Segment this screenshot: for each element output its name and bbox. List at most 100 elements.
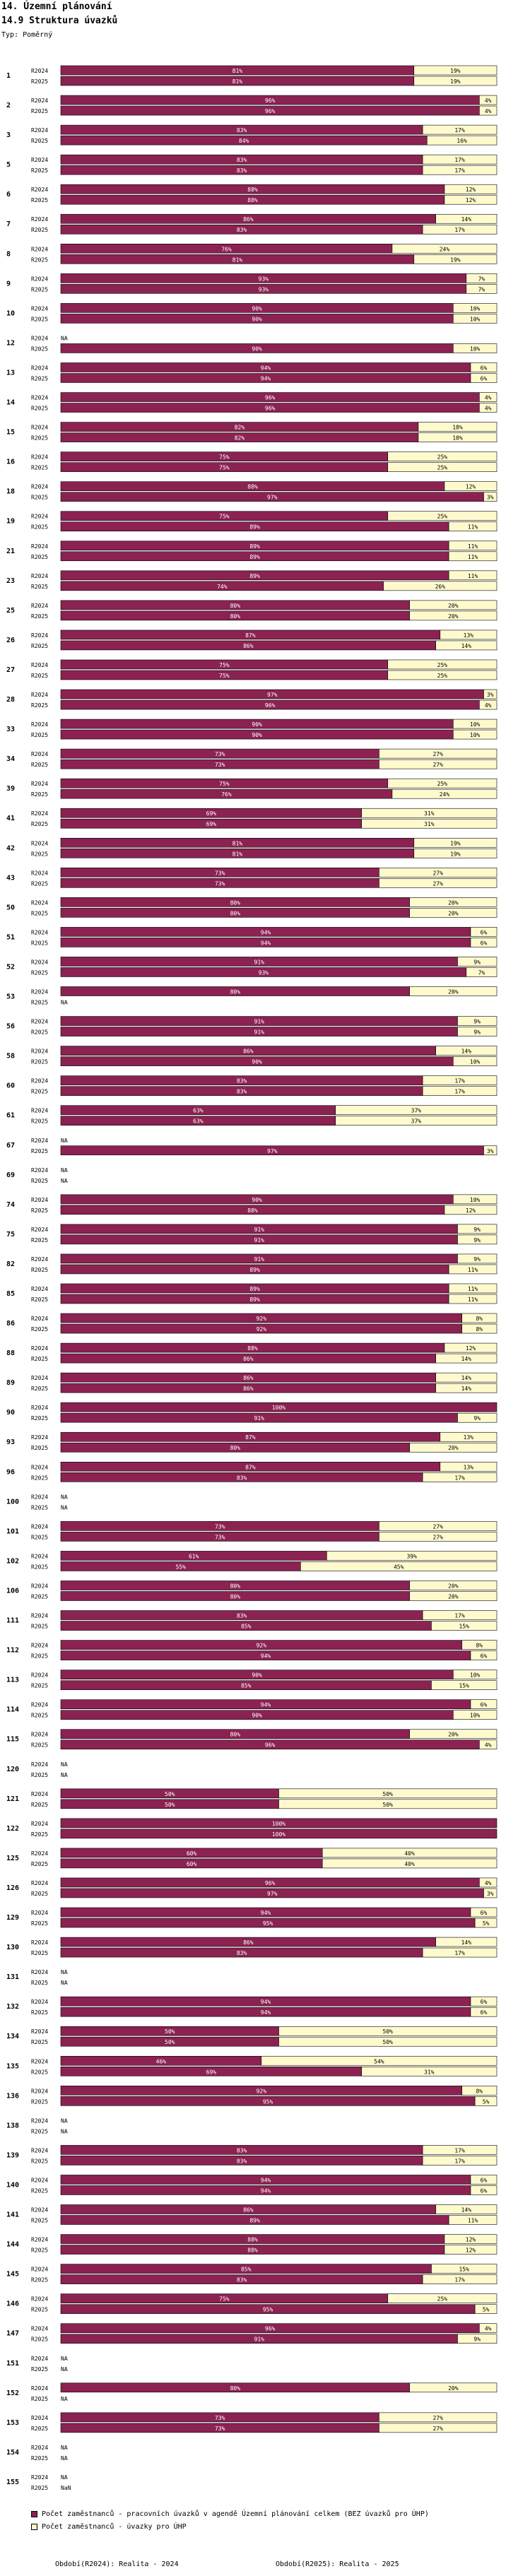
row-label: R2025	[31, 1089, 48, 1095]
row-label: R2025	[31, 1534, 48, 1540]
bar-segment-series2	[452, 1670, 497, 1679]
bar-segment-series2	[474, 1918, 497, 1928]
row-label: R2024	[31, 2385, 48, 2392]
bar-segment-series2	[470, 1996, 497, 2007]
data-label-series1: 88%	[247, 187, 258, 193]
data-label-series2: 3%	[487, 1891, 494, 1897]
bar-segment-series2	[387, 462, 497, 472]
row-label: R2024	[31, 1583, 48, 1589]
bar-segment-series2	[383, 581, 497, 591]
data-label-series2: 19%	[450, 851, 461, 857]
page-title: 14. Územní plánování	[1, 1, 112, 12]
row-label: R2025	[31, 554, 48, 560]
data-label-series2: 3%	[487, 692, 494, 698]
group-label: 61	[6, 1112, 15, 1120]
data-label-series1: 83%	[237, 1475, 247, 1481]
data-label-series1: 82%	[235, 435, 245, 442]
group-label: 26	[6, 637, 15, 644]
data-label-series1: 94%	[261, 2009, 271, 2016]
data-label-series1: 94%	[261, 1702, 271, 1708]
bar-segment-series2	[413, 76, 497, 86]
data-label-series1: 83%	[237, 2158, 247, 2164]
row-label: R2024	[31, 484, 48, 490]
row-label: R2024	[31, 2147, 48, 2153]
group-label: 42	[6, 844, 15, 852]
data-label-series2: 4%	[485, 702, 492, 709]
data-label-series1: 85%	[241, 2267, 252, 2273]
row-label: R2024	[31, 929, 48, 935]
data-label-series2: 17%	[454, 2147, 465, 2153]
group-label: 52	[6, 963, 15, 971]
bar-segment-series2	[444, 194, 497, 205]
bar-segment-series2	[379, 868, 497, 878]
bar-segment-series2	[426, 135, 497, 146]
na-label: NA	[61, 2356, 68, 2362]
data-label-series1: 91%	[254, 1029, 265, 1036]
data-label-series2: 12%	[466, 197, 476, 203]
data-label-series2: 10%	[470, 1059, 481, 1065]
row-label: R2025	[31, 1207, 48, 1214]
data-label-series2: 8%	[476, 1643, 483, 1649]
data-label-series2: 14%	[461, 216, 472, 223]
bar-segment-series2	[483, 1888, 497, 1898]
data-label-series2: 4%	[485, 406, 492, 412]
row-label: R2024	[31, 2326, 48, 2332]
data-label-series2: 10%	[470, 1713, 481, 1719]
row-label: R2025	[31, 673, 48, 679]
data-label-series1: 89%	[249, 554, 260, 560]
bar-segment-series2	[278, 1799, 497, 1809]
data-label-series2: 20%	[448, 1732, 459, 1738]
row-label: R2025	[31, 2485, 48, 2491]
row-label: R2024	[31, 2177, 48, 2183]
bar-segment-series1	[60, 1818, 497, 1828]
row-label: R2024	[31, 1434, 48, 1441]
data-label-series2: 11%	[468, 554, 478, 560]
row-label: R2024	[31, 989, 48, 995]
bar-segment-series2	[422, 1472, 497, 1482]
data-label-series1: 50%	[165, 1802, 175, 1808]
data-label-series2: 14%	[461, 1356, 472, 1362]
bar-segment-series2	[413, 848, 497, 858]
data-label-series1: 73%	[215, 2426, 225, 2432]
data-label-series2: 40%	[404, 1850, 415, 1857]
bar-segment-series2	[418, 422, 497, 432]
row-label: R2025	[31, 465, 48, 471]
data-label-series2: 13%	[464, 1434, 474, 1441]
row-label: R2025	[31, 732, 48, 738]
data-label-series1: 90%	[252, 305, 262, 312]
group-label: 141	[6, 2211, 19, 2219]
group-label: 140	[6, 2181, 19, 2189]
bar-segment-series2	[466, 284, 497, 294]
row-label: R2025	[31, 1029, 48, 1036]
data-label-series2: 7%	[478, 286, 485, 293]
data-label-series1: 73%	[215, 762, 225, 768]
bar-segment-series2	[448, 1264, 497, 1275]
bar-segment-series2	[457, 1016, 497, 1026]
bar-segment-series2	[322, 1858, 497, 1869]
data-label-series2: 11%	[468, 573, 478, 579]
data-label-series2: 8%	[476, 1326, 483, 1333]
group-label: 135	[6, 2062, 19, 2070]
bar-segment-series2	[479, 699, 497, 710]
data-label-series2: 40%	[404, 1861, 415, 1867]
group-label: 34	[6, 755, 15, 763]
bar-segment-series2	[444, 184, 497, 194]
na-label: NA	[61, 1969, 68, 1975]
row-label: R2024	[31, 1791, 48, 1797]
data-label-series2: 9%	[473, 1415, 481, 1422]
bar-segment-series2	[457, 2334, 497, 2344]
data-label-series2: 4%	[485, 2326, 492, 2332]
group-label: 74	[6, 1201, 15, 1209]
bar-segment-series2	[379, 878, 497, 888]
bar-segment-series2	[479, 1739, 497, 1750]
bar-segment-series2	[470, 2007, 497, 2017]
data-label-series2: 11%	[468, 2218, 478, 2224]
data-label-series2: 26%	[435, 584, 446, 590]
bar-segment-series2	[457, 1224, 497, 1234]
group-label: 101	[6, 1528, 19, 1535]
bar-segment-series2	[413, 254, 497, 264]
data-label-series2: 7%	[478, 276, 485, 282]
data-label-series1: 92%	[257, 1326, 267, 1333]
data-label-series2: 19%	[450, 840, 461, 846]
data-label-series2: 17%	[454, 157, 465, 163]
